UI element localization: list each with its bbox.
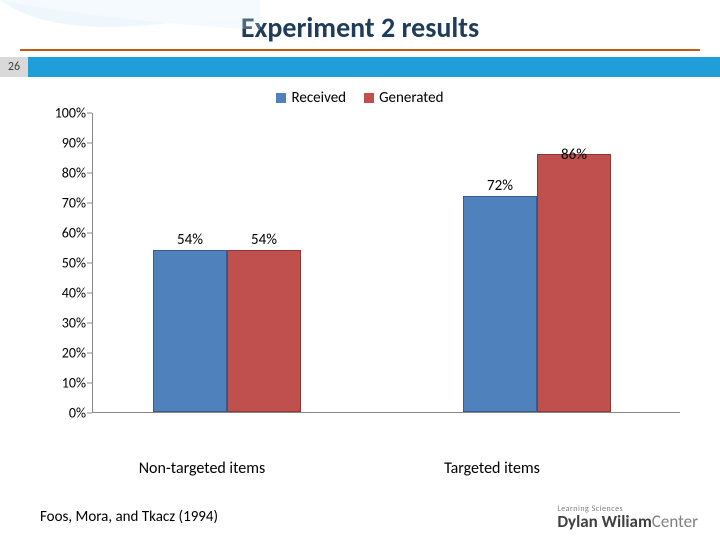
title-underline <box>20 49 700 51</box>
y-tick-label: 70% <box>62 195 86 212</box>
logo-name: Dylan Wiliam <box>557 511 651 532</box>
x-axis-label: Non-targeted items <box>52 453 352 478</box>
y-tick-label: 60% <box>62 225 86 242</box>
legend-item-received: Received <box>276 89 346 107</box>
plot-area: 54%54%72%86% <box>92 113 680 413</box>
legend-swatch-generated <box>364 93 374 103</box>
brand-logo: Learning Sciences Dylan WiliamCenter <box>557 505 698 530</box>
bar: 86% <box>537 154 611 412</box>
legend-swatch-received <box>276 93 286 103</box>
bar-group: 54%54% <box>153 250 301 412</box>
bar-value-label: 54% <box>154 231 226 249</box>
y-tick-label: 90% <box>62 135 86 152</box>
x-axis-label: Targeted items <box>352 453 632 478</box>
bar-chart: 0%10%20%30%40%50%60%70%80%90%100% 54%54%… <box>40 113 680 453</box>
y-tick-label: 10% <box>62 375 86 392</box>
bar-group: 72%86% <box>463 154 611 412</box>
y-tick-label: 100% <box>55 105 86 122</box>
bar-value-label: 72% <box>464 177 536 195</box>
legend-label: Received <box>291 89 346 107</box>
legend-label: Generated <box>379 89 443 107</box>
bar-value-label: 54% <box>228 231 300 249</box>
y-tick-label: 30% <box>62 315 86 332</box>
bar: 54% <box>153 250 227 412</box>
chart-legend: Received Generated <box>0 77 720 113</box>
page-number: 26 <box>0 57 28 77</box>
legend-item-generated: Generated <box>364 89 443 107</box>
y-tick-label: 50% <box>62 255 86 272</box>
bar-value-label: 86% <box>538 146 610 164</box>
y-tick-label: 20% <box>62 345 86 362</box>
bar: 72% <box>463 196 537 412</box>
page-number-bar: 26 <box>0 57 720 77</box>
y-tick-label: 0% <box>69 405 86 422</box>
citation: Foos, Mora, and Tkacz (1994) <box>40 508 218 526</box>
accent-bar <box>28 57 720 77</box>
x-axis-labels: Non-targeted itemsTargeted items <box>52 453 720 478</box>
logo-suffix: Center <box>652 511 698 532</box>
page-title: Experiment 2 results <box>0 0 720 49</box>
y-tick-label: 80% <box>62 165 86 182</box>
y-tick-label: 40% <box>62 285 86 302</box>
bar: 54% <box>227 250 301 412</box>
y-axis: 0%10%20%30%40%50%60%70%80%90%100% <box>40 113 92 413</box>
